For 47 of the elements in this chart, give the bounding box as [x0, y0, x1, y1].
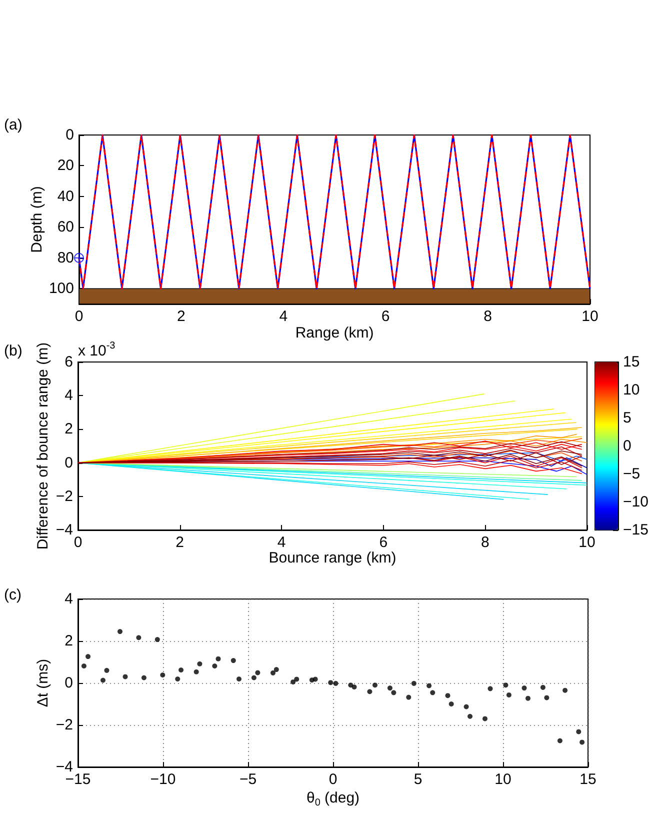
y-tick-label: 0	[64, 454, 73, 472]
x-tick-label: 4	[279, 308, 288, 325]
x-tick-label: 2	[176, 534, 184, 551]
y-tick-label: 2	[64, 420, 73, 438]
x-tick-label: −5	[239, 771, 257, 788]
y-axis-title: Δt (ms)	[34, 658, 52, 708]
chart-title: (b)	[4, 342, 22, 360]
y-tick-label: 0	[66, 126, 74, 144]
y-tick-label: −4	[56, 522, 73, 538]
color-bar-label: −10	[623, 494, 648, 510]
y-tick-label: −2	[56, 716, 73, 734]
x-tick-label: 10	[578, 534, 596, 551]
x-tick-label: 8	[481, 534, 490, 551]
y-tick-label: 20	[57, 157, 74, 174]
x-tick-label: 2	[177, 308, 186, 325]
color-bar-label: −15	[623, 522, 648, 538]
x-tick-label: 6	[379, 534, 388, 551]
x-tick-label: −10	[150, 771, 176, 788]
y-tick-label: 60	[57, 218, 74, 236]
x-tick-label: 6	[381, 308, 390, 325]
y-tick-label: 100	[48, 280, 74, 298]
y-axis-title: Difference of bounce range (m)	[34, 342, 52, 550]
chart-title: (c)	[4, 586, 22, 604]
y-tick-label: 80	[57, 249, 74, 266]
y-tick-label: 40	[57, 188, 74, 205]
x-tick-label: 15	[580, 771, 596, 788]
x-tick-label: 5	[414, 771, 422, 788]
x-axis-title: Range (km)	[295, 324, 374, 342]
color-bar-label: 0	[623, 438, 632, 454]
y-tick-label: 0	[64, 674, 73, 692]
color-bar-label: 5	[623, 410, 632, 426]
color-bar-label: −5	[623, 466, 640, 482]
color-bar-label: 15	[623, 354, 640, 370]
y-tick-label: 4	[64, 590, 73, 608]
x-tick-label: 4	[277, 534, 286, 551]
color-bar-label: 10	[623, 382, 640, 398]
x-tick-label: 0	[328, 771, 338, 788]
y-tick-label: 4	[64, 387, 73, 404]
y-axis-title: Depth (m)	[28, 186, 46, 253]
x-tick-label: 8	[484, 308, 492, 325]
y-tick-label: −2	[56, 488, 73, 505]
y-tick-label: 6	[64, 354, 73, 370]
x-tick-label: 10	[494, 771, 512, 788]
x-axis-title: Bounce range (km)	[268, 550, 396, 566]
y-tick-label: 2	[64, 632, 73, 650]
x-tick-label: 10	[582, 308, 598, 325]
chart-title: (a)	[4, 116, 22, 134]
